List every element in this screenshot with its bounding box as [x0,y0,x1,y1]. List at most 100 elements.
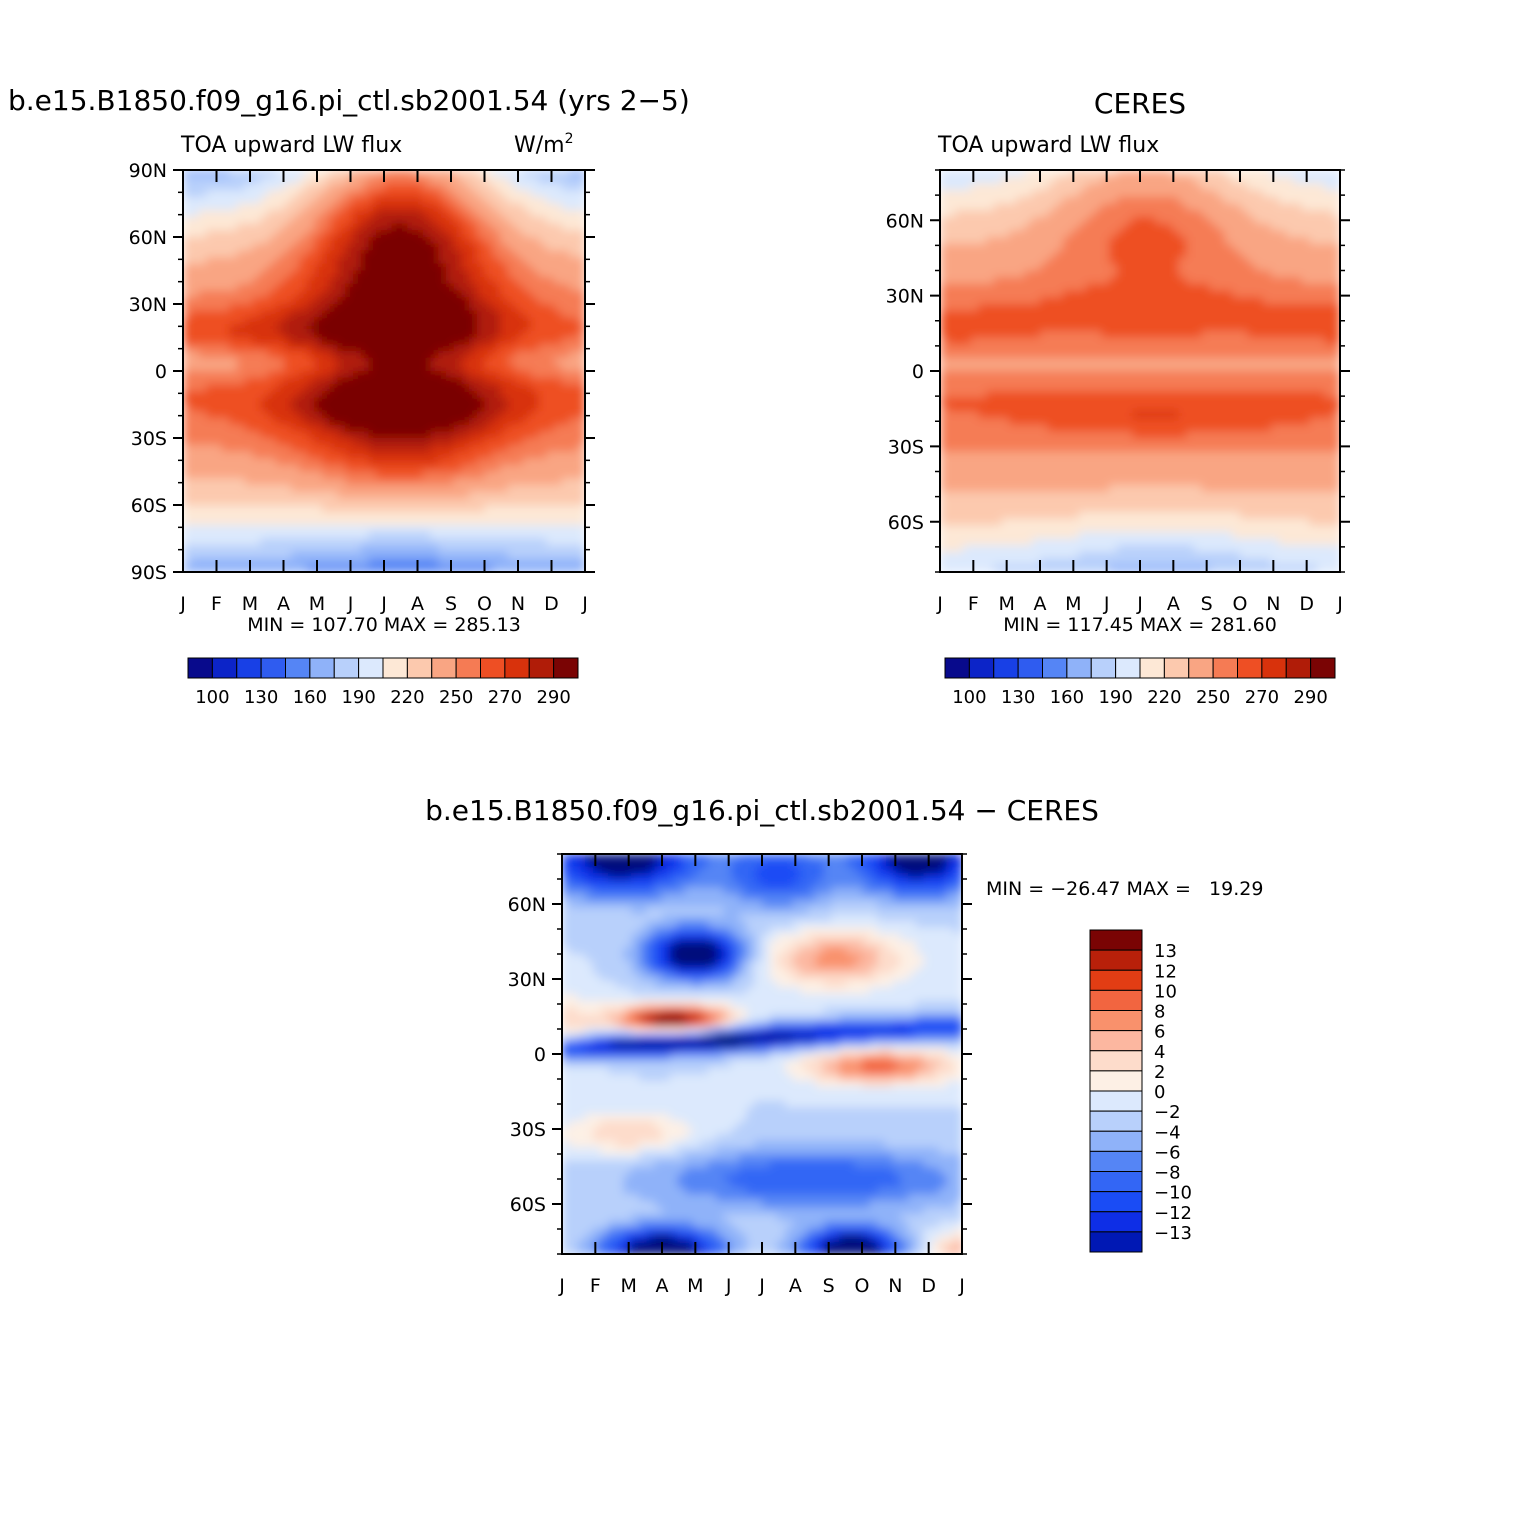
model-cell [353,438,362,446]
obs-cell [1070,391,1080,399]
model-cell [546,377,555,385]
obs-cell [1055,277,1064,285]
model-cell [461,196,470,205]
model-cell [275,183,285,191]
model-cell [384,190,393,198]
model-cell [368,170,377,178]
model-cell [484,210,493,218]
model-cell [190,558,200,566]
obs-cell [1224,337,1233,345]
model-cell [353,558,362,566]
model-cell [252,243,261,251]
model-cell [561,290,571,298]
model-cell [360,431,370,439]
model-cell [283,237,292,245]
model-cell [538,170,547,178]
model-cell [314,257,323,265]
obs-cell [1140,170,1149,178]
obs-cell [1293,216,1303,225]
model-cell [445,210,455,218]
model-cell [384,458,393,466]
model-cell [523,317,532,325]
obs-cell [1224,290,1233,298]
model-cell [469,216,478,225]
model-cell [515,424,524,432]
obs-cell [1186,337,1195,345]
model-cell [368,183,377,191]
obs-cell [1132,391,1141,399]
model-cell [554,438,563,446]
model-cell [275,391,285,399]
obs-cell [955,210,964,218]
model-cell [492,190,501,198]
model-cell [422,438,431,446]
obs-cell [1186,324,1195,332]
model-cell [198,337,207,345]
model-cell [360,257,370,265]
obs-cell [1170,290,1180,298]
obs-cell [1178,283,1187,292]
model-cell [523,438,532,446]
model-cell [445,531,455,540]
model-cell [569,210,578,218]
model-cell [298,270,308,278]
model-cell [268,290,277,298]
model-cell [353,484,362,493]
model-cell [407,170,416,178]
model-cell [554,498,563,506]
model-cell [561,518,571,526]
model-cell [577,518,585,526]
obs-cell [1016,257,1026,265]
model-cell [244,270,254,278]
obs-cell [993,170,1003,178]
model-cell [244,203,254,211]
model-cell [283,257,292,265]
obs-cell [1301,183,1310,191]
model-cell [237,484,246,493]
model-cell [391,263,401,272]
model-cell [244,350,254,359]
obs-cell [986,203,995,211]
obs-cell [1086,190,1095,198]
obs-cell [1193,210,1203,218]
model-cell [190,170,200,178]
obs-cell [1024,250,1033,258]
model-cell [353,290,362,298]
obs-cell [1193,297,1203,305]
obs-cell [1224,190,1233,198]
model-cell [453,270,462,278]
obs-cell [1263,263,1272,272]
model-cell [453,176,462,184]
model-cell [507,310,517,318]
model-cell [213,417,223,426]
model-x-tick-label: D [544,593,559,615]
model-cell [237,451,246,459]
obs-cell [1270,237,1280,245]
model-cell [252,377,261,385]
model-cell [345,364,354,372]
obs-cell [1055,190,1064,198]
model-cell [268,471,277,479]
obs-cell [1332,223,1340,231]
obs-cell [1155,377,1164,385]
model-cell [538,458,547,466]
obs-cell [1301,324,1310,332]
model-y-tick-label: 60S [131,495,167,517]
model-cell [507,344,517,352]
model-cell [430,538,439,546]
obs-cell [1240,243,1249,251]
obs-cell [1116,176,1126,184]
obs-cell [1093,290,1103,298]
obs-cell [1309,310,1318,318]
model-cell [291,190,300,198]
obs-cell [978,176,987,184]
obs-cell [1332,216,1340,225]
model-cell [353,337,362,345]
model-cell [499,277,509,285]
obs-cell [1070,364,1080,372]
model-cell [198,498,207,506]
model-cell [198,357,207,365]
model-cell [461,304,470,312]
model-cell [221,337,230,345]
model-cell [329,451,339,459]
